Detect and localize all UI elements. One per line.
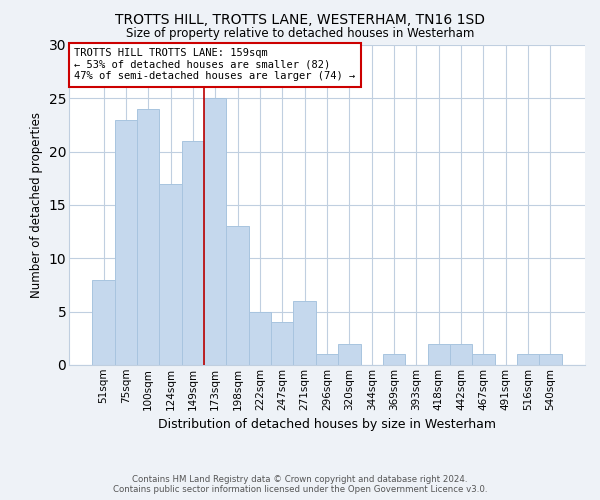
Bar [137, 109, 160, 365]
Bar [517, 354, 539, 365]
Bar [472, 354, 494, 365]
Bar [204, 98, 226, 365]
Bar [226, 226, 249, 365]
Bar [182, 141, 204, 365]
Bar [338, 344, 361, 365]
Bar [271, 322, 293, 365]
Bar [92, 280, 115, 365]
Text: Contains HM Land Registry data © Crown copyright and database right 2024.
Contai: Contains HM Land Registry data © Crown c… [113, 474, 487, 494]
Text: Size of property relative to detached houses in Westerham: Size of property relative to detached ho… [126, 28, 474, 40]
Bar [115, 120, 137, 365]
Text: TROTTS HILL, TROTTS LANE, WESTERHAM, TN16 1SD: TROTTS HILL, TROTTS LANE, WESTERHAM, TN1… [115, 12, 485, 26]
Y-axis label: Number of detached properties: Number of detached properties [30, 112, 43, 298]
Text: TROTTS HILL TROTTS LANE: 159sqm
← 53% of detached houses are smaller (82)
47% of: TROTTS HILL TROTTS LANE: 159sqm ← 53% of… [74, 48, 355, 82]
Bar [160, 184, 182, 365]
Bar [316, 354, 338, 365]
Bar [450, 344, 472, 365]
Bar [293, 301, 316, 365]
Bar [249, 312, 271, 365]
Bar [428, 344, 450, 365]
Bar [539, 354, 562, 365]
Bar [383, 354, 405, 365]
X-axis label: Distribution of detached houses by size in Westerham: Distribution of detached houses by size … [158, 418, 496, 431]
